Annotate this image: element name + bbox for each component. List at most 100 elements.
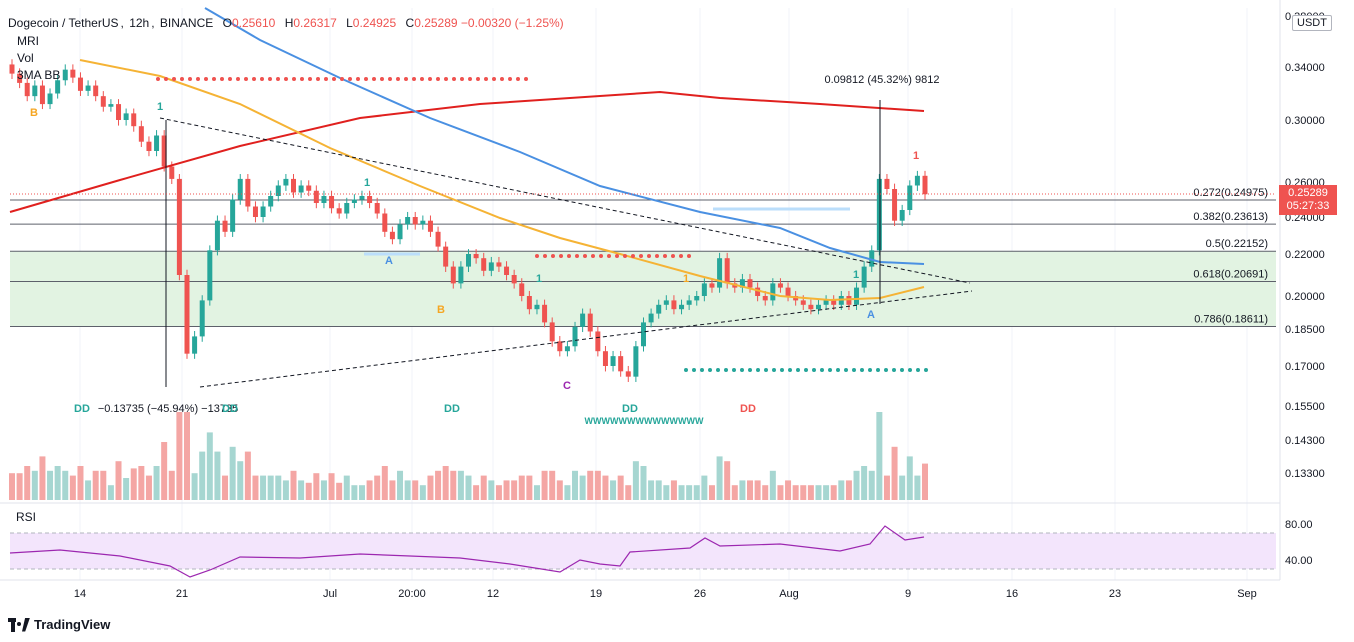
volume-bar-120 [922, 463, 928, 500]
count-marker-2: 1 [536, 273, 542, 285]
support-dot [700, 368, 704, 372]
mid-dot [647, 254, 651, 258]
candle-body-72 [557, 341, 563, 352]
count-marker-0: 1 [157, 101, 163, 113]
indicator-mri[interactable]: MRI [17, 34, 39, 48]
volume-bar-94 [724, 461, 731, 500]
interval[interactable]: 12h [129, 16, 150, 30]
support-dot [708, 368, 712, 372]
volume-bar-17 [138, 466, 145, 500]
volume-bar-58 [450, 470, 457, 500]
x-tick-3: 20:00 [398, 588, 426, 600]
brand[interactable]: TradingView [8, 617, 110, 632]
volume-bar-108 [830, 485, 837, 500]
candle-body-73 [564, 346, 570, 352]
indicator-vol[interactable]: Vol [17, 51, 34, 65]
x-tick-10: 23 [1109, 588, 1121, 600]
volume-bar-88 [678, 485, 685, 500]
mid-dot [591, 254, 595, 258]
candle-body-24 [192, 336, 198, 354]
volume-bar-37 [290, 470, 297, 500]
rsi-label[interactable]: RSI [16, 510, 37, 524]
candle-body-101 [777, 283, 783, 288]
candle-body-55 [427, 220, 433, 232]
resistance-dot [300, 77, 304, 81]
candle-body-2 [24, 82, 30, 97]
candle-body-9 [77, 77, 83, 91]
candle-body-58 [450, 266, 456, 284]
candle-body-25 [199, 300, 205, 337]
pair-name[interactable]: Dogecoin / TetherUS [8, 16, 119, 30]
y-tick-2: 0.30000 [1285, 115, 1325, 127]
volume-bar-75 [579, 475, 586, 500]
candle-body-77 [595, 331, 601, 352]
dd-marker-3: DD [622, 403, 638, 415]
candle-body-30 [237, 178, 243, 200]
candle-body-114 [876, 178, 882, 251]
resistance-dot [364, 77, 368, 81]
support-dot [836, 368, 840, 372]
resistance-dot [260, 77, 264, 81]
candle-body-104 [800, 300, 806, 305]
resistance-dot [228, 77, 232, 81]
candle-body-107 [823, 300, 829, 305]
mid-dot [607, 254, 611, 258]
candles[interactable] [9, 59, 928, 382]
volume-bar-27 [214, 451, 221, 500]
candle-body-41 [321, 196, 327, 203]
candle-body-37 [291, 178, 297, 193]
candle-body-51 [397, 224, 403, 240]
volume-bar-69 [533, 485, 540, 500]
candle-body-65 [504, 266, 510, 275]
candle-body-49 [382, 213, 388, 232]
volume-bar-13 [107, 485, 114, 500]
volume-bar-20 [161, 442, 168, 500]
volume-bar-100 [769, 470, 776, 500]
indicator-3ma-bb[interactable]: 3MA BB [17, 68, 61, 82]
candle-body-18 [146, 141, 152, 151]
fib-zone-fill [10, 251, 1276, 327]
volume-bar-119 [914, 475, 921, 500]
resistance-dot [204, 77, 208, 81]
volume-bar-26 [206, 432, 213, 500]
y-tick-4: 0.24000 [1285, 212, 1325, 224]
volume-bar-38 [298, 480, 305, 500]
volume-bar-66 [511, 480, 518, 500]
resistance-dot [268, 77, 272, 81]
candle-body-26 [207, 250, 213, 301]
volume-bar-97 [747, 480, 754, 500]
ma-orange-line [79, 59, 925, 302]
candle-body-94 [724, 258, 730, 284]
support-dot [772, 368, 776, 372]
candle-body-12 [100, 96, 106, 107]
support-dot [756, 368, 760, 372]
volume-bar-68 [526, 475, 533, 500]
y-tick-6: 0.20000 [1285, 291, 1325, 303]
resistance-dot [412, 77, 416, 81]
volume-bar-28 [222, 475, 229, 500]
candle-body-17 [138, 126, 144, 142]
candle-body-59 [458, 266, 464, 284]
candle-body-15 [123, 113, 129, 120]
volume-bar-18 [145, 475, 152, 500]
candle-body-88 [679, 304, 685, 310]
currency-badge[interactable]: USDT [1292, 15, 1332, 31]
support-dot [820, 368, 824, 372]
candle-body-102 [785, 287, 791, 296]
rsi-panel [0, 502, 1280, 578]
brand-name: TradingView [34, 617, 111, 632]
volume-bar-81 [625, 485, 632, 500]
volume-bar-51 [397, 470, 404, 500]
volume-bar-101 [777, 485, 784, 500]
volume-bar-46 [358, 485, 365, 500]
volume-bar-80 [617, 475, 624, 500]
support-dot [876, 368, 880, 372]
volume-bar-61 [473, 485, 480, 500]
volume-bar-111 [853, 470, 860, 500]
wave-letter-2: B [437, 304, 445, 316]
candle-body-76 [587, 313, 593, 332]
chart-header: Dogecoin / TetherUS, 12h, BINANCE O0.256… [8, 16, 564, 30]
support-dot [812, 368, 816, 372]
volume-bar-90 [693, 485, 700, 500]
